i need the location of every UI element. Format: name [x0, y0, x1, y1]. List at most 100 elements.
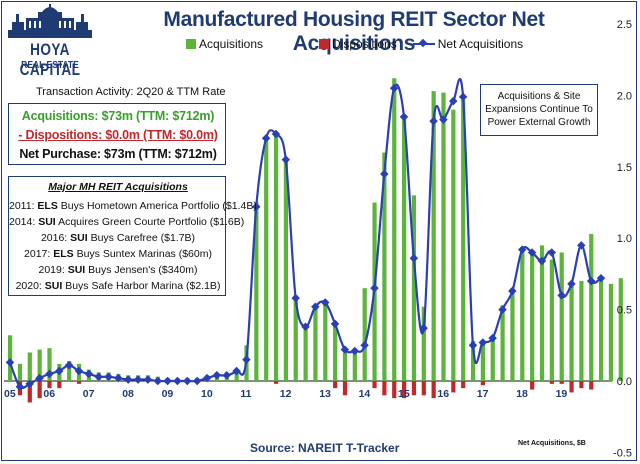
disposition-bar: [411, 381, 417, 396]
disposition-bar: [530, 381, 535, 390]
net-acquisitions-point: [212, 371, 222, 380]
acquisition-bar: [421, 306, 426, 381]
legend-item-acquisitions: Acquisitions: [186, 37, 263, 51]
net-acquisitions-point: [439, 115, 448, 124]
legend-label-dispositions: Dispositions: [332, 37, 397, 51]
net-acquisitions-point: [45, 369, 54, 379]
net-acquisitions-point: [183, 376, 192, 386]
disposition-bar: [461, 381, 466, 389]
chart-legend: Acquisitions Dispositions Net Acquisitio…: [186, 37, 523, 51]
summary-dispositions: - Dispositions: $0.0m (TTM: $0.0m): [18, 128, 218, 142]
net-acquisitions-point: [74, 366, 84, 376]
net-acquisitions-point: [330, 319, 340, 329]
net-acquisitions-point: [202, 373, 212, 383]
acquisition-bar: [254, 202, 259, 381]
logo-subtitle: REAL ESTATE: [21, 60, 79, 71]
disposition-bar: [333, 381, 338, 389]
net-acquisitions-point: [153, 376, 162, 386]
x-tick-label: 18: [516, 388, 528, 400]
net-acquisitions-point: [232, 366, 241, 376]
net-acquisitions-point: [123, 375, 133, 384]
net-acquisitions-point: [35, 373, 44, 383]
acquisition-bar: [17, 363, 23, 381]
disposition-bar: [392, 381, 397, 399]
net-acquisitions-point: [567, 279, 576, 289]
net-acquisitions-point: [419, 323, 428, 333]
acquisition-item: 2011: ELS Buys Hometown America Portfoli…: [9, 200, 257, 212]
net-acquisitions-point: [84, 369, 94, 379]
hoya-capital-logo: HOYA CAPITAL REAL ESTATE: [4, 4, 96, 79]
acquisition-bar: [323, 302, 328, 381]
x-tick-label: 15: [398, 388, 410, 400]
capitol-skyline-icon: [8, 4, 92, 38]
disposition-bar: [451, 381, 456, 393]
acquisition-bar: [333, 321, 338, 381]
acquisition-bar: [352, 352, 357, 381]
net-acquisitions-point: [557, 291, 566, 300]
legend-item-net-acquisitions: Net Acquisitions: [412, 37, 523, 51]
net-acquisitions-point: [320, 298, 330, 307]
disposition-bar: [569, 381, 574, 393]
acquisition-bar: [234, 369, 239, 381]
x-tick-label: 12: [280, 388, 292, 400]
net-acquisitions-point: [143, 375, 153, 384]
legend-swatch-acquisitions: [186, 39, 196, 49]
x-tick-label: 16: [437, 388, 449, 400]
acquisition-bar: [618, 278, 623, 381]
transaction-summary-box: Acquisitions: $73m (TTM: $712m) - Dispos…: [8, 103, 226, 165]
net-acquisitions-point: [409, 253, 419, 263]
disposition-bar: [372, 381, 377, 389]
net-acquisitions-point: [596, 273, 606, 283]
acquisition-bar: [539, 245, 545, 381]
y-tick-label: 0.5: [617, 305, 632, 317]
x-tick-label: 13: [319, 388, 331, 400]
acquisition-bar: [293, 295, 298, 381]
acquisition-bar: [608, 283, 614, 381]
acquisition-bar: [461, 99, 466, 382]
disposition-bar: [402, 381, 407, 399]
net-acquisitions-point: [271, 129, 281, 139]
acquisition-bar: [47, 348, 52, 381]
acquisition-bar: [37, 349, 42, 381]
acquisition-bar: [27, 352, 32, 381]
axis-unit-footnote: Net Acquisitions, $B: [518, 440, 586, 447]
acquisition-bar: [549, 259, 554, 381]
net-acquisitions-point: [537, 256, 547, 266]
disposition-bar: [37, 381, 42, 399]
y-tick-label: 2.5: [617, 19, 632, 31]
net-acquisitions-point: [360, 341, 369, 350]
net-acquisitions-point: [350, 346, 359, 356]
y-tick-label: 0.0: [617, 376, 632, 388]
net-acquisitions-point: [163, 376, 172, 386]
y-tick-label: -0.5: [613, 447, 632, 459]
acquisition-bar: [520, 249, 525, 381]
net-acquisitions-point: [478, 338, 488, 347]
y-tick-label: 1.5: [617, 162, 632, 174]
acquisition-bar: [283, 159, 288, 381]
source-label: Source: NAREIT T-Tracker: [250, 441, 400, 455]
legend-marker-net-acquisitions: [412, 39, 435, 49]
acquisition-bar: [589, 233, 594, 381]
net-acquisitions-point: [114, 373, 123, 383]
acquisition-bar: [264, 138, 269, 381]
acquisition-bar: [470, 341, 476, 381]
net-acquisitions-point: [104, 372, 113, 381]
x-tick-label: 06: [43, 388, 55, 400]
acquisition-bar: [530, 252, 535, 381]
net-acquisitions-point: [389, 84, 399, 93]
x-tick-label: 19: [556, 388, 568, 400]
major-acquisitions-box: Major MH REIT Acquisitions 2011: ELS Buy…: [8, 176, 257, 296]
acquisition-bar: [362, 288, 367, 381]
net-acquisitions-point: [311, 302, 320, 311]
net-acquisitions-point: [340, 345, 350, 354]
net-acquisitions-point: [252, 202, 261, 212]
net-acquisitions-point: [488, 333, 497, 343]
net-acquisitions-point: [173, 376, 182, 386]
net-acquisitions-point: [458, 92, 468, 102]
disposition-bar: [47, 381, 52, 389]
activity-title: Transaction Activity: 2Q20 & TTM Rate: [36, 86, 226, 98]
acquisition-bar: [303, 326, 308, 381]
disposition-bar: [27, 381, 32, 403]
x-tick-label: 08: [122, 388, 134, 400]
